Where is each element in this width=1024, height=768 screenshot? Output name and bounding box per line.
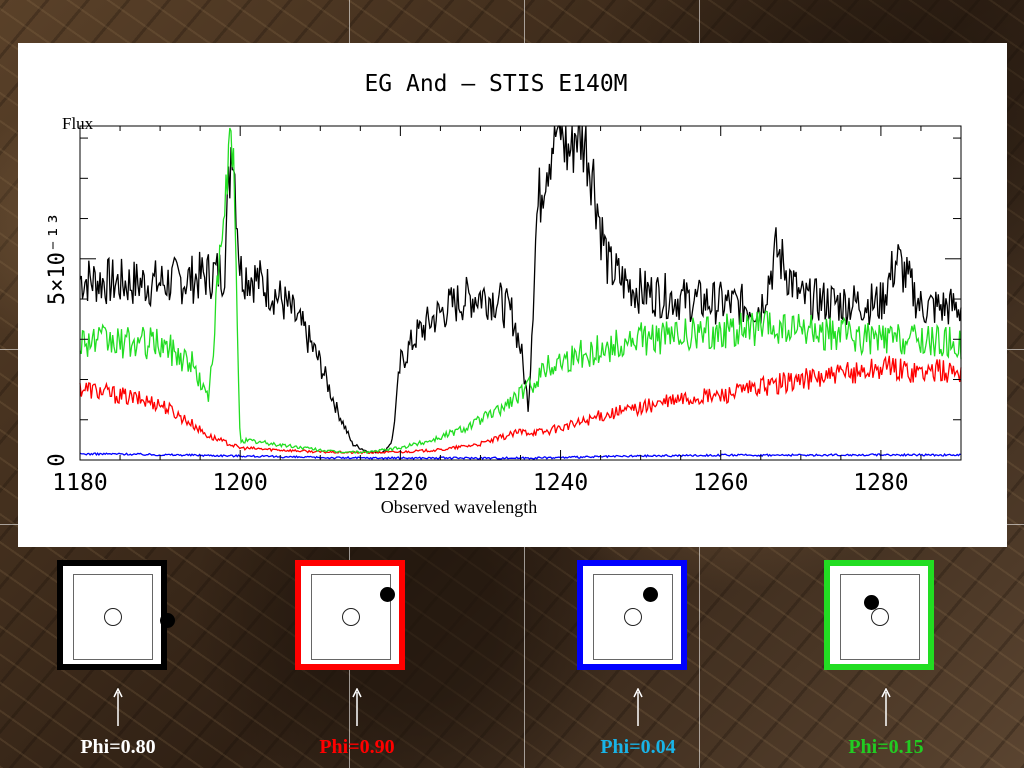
phase-label: Phi=0.04 (600, 736, 676, 758)
chart-panel: EG And — STIS E140M Flux Observed wavele… (18, 43, 1007, 547)
series-line-3 (79, 127, 962, 455)
x-axis-label: Observed wavelength (381, 497, 537, 517)
phase-diagram (295, 560, 405, 670)
x-tick-label: 1260 (693, 470, 748, 496)
up-arrow-icon (881, 688, 891, 726)
phase-diagram-frame (73, 574, 175, 660)
phase-diagram (824, 560, 934, 670)
series-line-0 (79, 125, 962, 454)
spectrum-chart: EG And — STIS E140M Flux Observed wavele… (45, 71, 962, 517)
companion-position-marker (160, 613, 175, 628)
y-axis-label: Flux (62, 114, 94, 133)
chart-title: EG And — STIS E140M (364, 71, 627, 97)
y-tick-label: 0 (45, 453, 70, 466)
phase-diagram-frame (311, 574, 395, 660)
companion-position-marker (643, 587, 658, 602)
primary-star-marker (104, 608, 122, 626)
x-tick-label: 1220 (373, 470, 428, 496)
y-tick-label: 5×10⁻¹³ (45, 212, 70, 305)
up-arrow-icon (352, 688, 362, 726)
companion-position-marker (864, 595, 879, 610)
phase-label: Phi=0.15 (848, 736, 924, 758)
phase-diagram-frame (840, 574, 920, 660)
phase-diagram (57, 560, 175, 670)
phase-label: Phi=0.80 (80, 736, 156, 758)
phase-label: Phi=0.90 (319, 736, 395, 758)
axis-layer: 1180 1200 1220 1240 1260 1280 0 5×10⁻¹³ (45, 126, 961, 496)
primary-star-marker (342, 608, 360, 626)
x-tick-label: 1280 (853, 470, 908, 496)
phase-diagram-frame (593, 574, 673, 660)
up-arrow-icon (113, 688, 123, 726)
phase-diagram (577, 560, 687, 670)
primary-star-marker (871, 608, 889, 626)
series-layer (79, 125, 962, 461)
primary-star-marker (624, 608, 642, 626)
up-arrow-icon (633, 688, 643, 726)
series-line-1 (79, 355, 962, 455)
x-tick-label: 1240 (533, 470, 588, 496)
x-tick-label: 1200 (212, 470, 267, 496)
x-tick-label: 1180 (52, 470, 107, 496)
companion-position-marker (380, 587, 395, 602)
